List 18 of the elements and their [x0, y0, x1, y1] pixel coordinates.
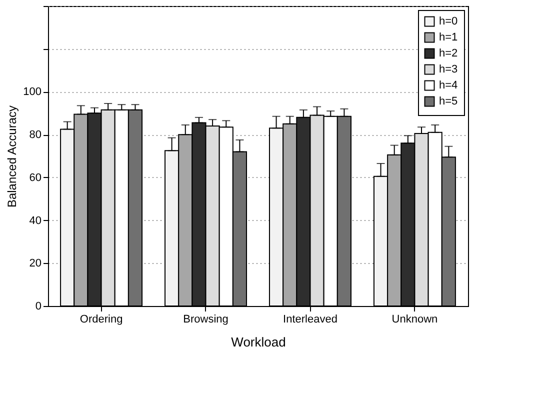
x-tick-label: Interleaved — [283, 314, 338, 326]
y-tick-label: 20 — [29, 258, 42, 270]
y-axis-title: Balanced Accuracy — [5, 105, 20, 208]
y-tick-label: 60 — [29, 172, 42, 184]
legend-label: h=4 — [439, 80, 458, 92]
legend-label: h=2 — [439, 48, 458, 60]
y-tick-label: 80 — [29, 129, 42, 142]
x-tick-label: Browsing — [183, 314, 228, 326]
legend-label: h=1 — [439, 32, 458, 44]
legend-label: h=5 — [439, 96, 458, 108]
x-axis-title: Workload — [231, 334, 286, 350]
x-tick-label: Unknown — [392, 314, 438, 326]
legend-label: h=0 — [439, 16, 458, 28]
y-tick-label: 40 — [29, 214, 42, 227]
legend-label: h=3 — [439, 64, 458, 76]
y-tick-label: 100 — [23, 86, 42, 98]
y-tick-label: 0 — [35, 300, 42, 312]
x-tick-label: Ordering — [80, 314, 123, 326]
